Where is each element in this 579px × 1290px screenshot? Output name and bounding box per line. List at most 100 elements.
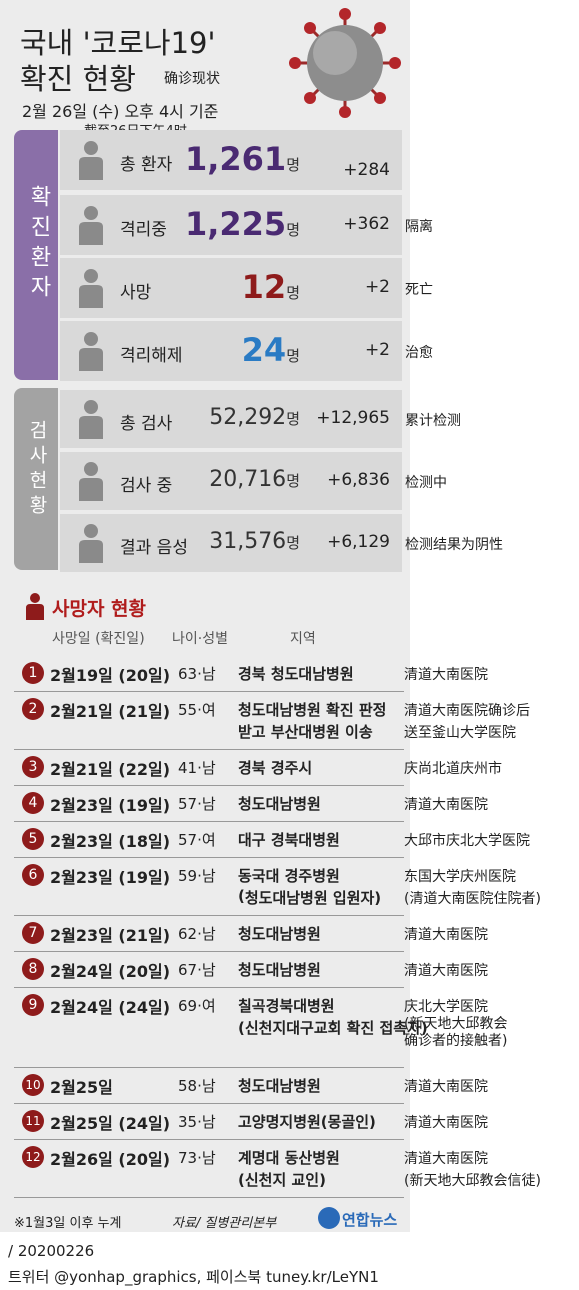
date: 2월 26일 (수) 오후 4시 기준 <box>22 102 219 121</box>
region-text: 청도대남병원 <box>238 701 321 719</box>
row-region: (신천지대구교회 확진 접촉자) <box>238 1017 428 1038</box>
value: 20,716 <box>209 467 287 492</box>
person-icon <box>79 269 103 308</box>
section-title: 사망자 현황 <box>52 598 147 620</box>
row-date: 2월23일 (19일) <box>50 796 171 815</box>
row-date: 2월21일 (22일) <box>50 760 171 779</box>
row-divider <box>14 1067 404 1068</box>
unit: 명 <box>286 347 300 365</box>
row-region: 동국대 경주병원 <box>238 865 340 886</box>
row-divider <box>14 785 404 786</box>
row-region: (청도대남병원 입원자) <box>238 887 381 908</box>
unit: 명 <box>286 410 300 428</box>
row-cn: 检测中 <box>405 475 447 491</box>
row-divider <box>14 749 404 750</box>
row-region: 경북 청도대남병원 <box>238 663 354 684</box>
unit: 명 <box>286 156 300 174</box>
row-cn: 清道大南医院确诊后 <box>404 703 530 719</box>
row-date: 2월24일 (24일) <box>50 998 171 1017</box>
unit: 명 <box>286 284 300 302</box>
region-text: (신천지 교인) <box>238 1171 326 1189</box>
row-number: 10 <box>22 1074 44 1096</box>
row-cn: 大邱市庆北大学医院 <box>404 833 530 849</box>
row-label: 결과 음성 <box>120 538 188 558</box>
row-cn: 清道大南医院 <box>404 667 488 683</box>
note: ※1월3일 이후 누계 <box>14 1216 122 1231</box>
title: 국내 '코로나19' <box>20 26 216 60</box>
row-date: 2월23일 (21일) <box>50 926 171 945</box>
region-text: 청도대남병원 <box>238 925 321 943</box>
unit: 명 <box>286 221 300 239</box>
row-box <box>60 390 402 448</box>
region-text: 계명대 동산병원 <box>238 1149 340 1167</box>
row-date: 2월25일 (24일) <box>50 1114 171 1133</box>
region-text: 고양명지병원(몽골인) <box>238 1113 376 1131</box>
row-change: +6,836 <box>327 470 390 490</box>
region-text: (신천지대구교회 확진 접촉자) <box>238 1019 428 1037</box>
row-cn: 检测结果为阴性 <box>405 537 503 553</box>
row-age: 63·남 <box>178 665 216 683</box>
row-cn: 清道大南医院 <box>404 1115 488 1131</box>
row-number: 1 <box>22 662 44 684</box>
row-value: 52,292 명 <box>209 405 300 430</box>
row-cn: 死亡 <box>405 282 433 298</box>
row-age: 55·여 <box>178 701 216 719</box>
row-value: 20,716 명 <box>209 467 300 492</box>
row-label: 총 환자 <box>120 155 173 175</box>
source: 자료/ 질병관리본부 <box>172 1216 277 1231</box>
row-cn: 清道大南医院 <box>404 1079 488 1095</box>
row-date: 2월21일 (21일) <box>50 702 171 721</box>
row-divider <box>14 691 404 692</box>
row-number: 7 <box>22 922 44 944</box>
region-text: 입원자) <box>327 889 382 907</box>
row-age: 69·여 <box>178 997 216 1015</box>
row-date: 2월25일 <box>50 1078 113 1097</box>
logo-mark <box>318 1207 340 1229</box>
value: 1,261 <box>184 140 287 178</box>
row-box <box>60 258 402 318</box>
row-value: 12 명 <box>242 268 300 306</box>
person-icon <box>79 206 103 245</box>
person-icon <box>79 462 103 501</box>
value: 31,576 <box>209 529 287 554</box>
icon <box>26 593 44 620</box>
row-divider <box>14 1103 404 1104</box>
row-age: 57·여 <box>178 831 216 849</box>
row-divider <box>14 821 404 822</box>
row-age: 67·남 <box>178 961 216 979</box>
row-region: 청도대남병원 <box>238 1075 321 1096</box>
row-date: 2월24일 (20일) <box>50 962 171 981</box>
row-region: 대구 경북대병원 <box>238 829 340 850</box>
row-number: 6 <box>22 864 44 886</box>
person-icon <box>79 332 103 371</box>
row-value: 1,261 명 <box>185 140 300 178</box>
row-number: 2 <box>22 698 44 720</box>
title-cn: 确诊现状 <box>164 71 220 87</box>
row-cn: 庆北大学医院 <box>404 999 488 1015</box>
row-cn: 送至釜山大学医院 <box>404 725 516 741</box>
row-cn: 清道大南医院 <box>404 927 488 943</box>
row-date: 2월23일 (18일) <box>50 832 171 851</box>
row-box <box>60 130 402 190</box>
virus-illustration <box>289 8 401 118</box>
sns: 트위터 @yonhap_graphics, 페이스북 tuney.kr/LeYN… <box>8 1268 379 1286</box>
row-cn: 庆尚北道庆州市 <box>404 761 502 777</box>
row-label: 격리중 <box>120 220 167 240</box>
row-number: 11 <box>22 1110 44 1132</box>
row-region: (신천지 교인) <box>238 1169 326 1190</box>
row-cn: 累计检测 <box>405 413 461 429</box>
region-text: 받고 부산대병원 이송 <box>238 723 373 741</box>
row-box <box>60 452 402 510</box>
value: 1,225 <box>184 205 287 243</box>
row-cn: 清道大南医院 <box>404 963 488 979</box>
row-region: 칠곡경북대병원 <box>238 995 335 1016</box>
region-text: 청도대남병원 <box>238 1077 321 1095</box>
row-change: +284 <box>343 160 390 180</box>
row-number: 5 <box>22 828 44 850</box>
row-change: +6,129 <box>327 532 390 552</box>
region-text: 경북 경주시 <box>238 759 313 777</box>
row-box <box>60 195 402 255</box>
row-label: 검사 중 <box>120 476 173 496</box>
row-change: +362 <box>343 214 390 234</box>
row-region: 청도대남병원 <box>238 959 321 980</box>
